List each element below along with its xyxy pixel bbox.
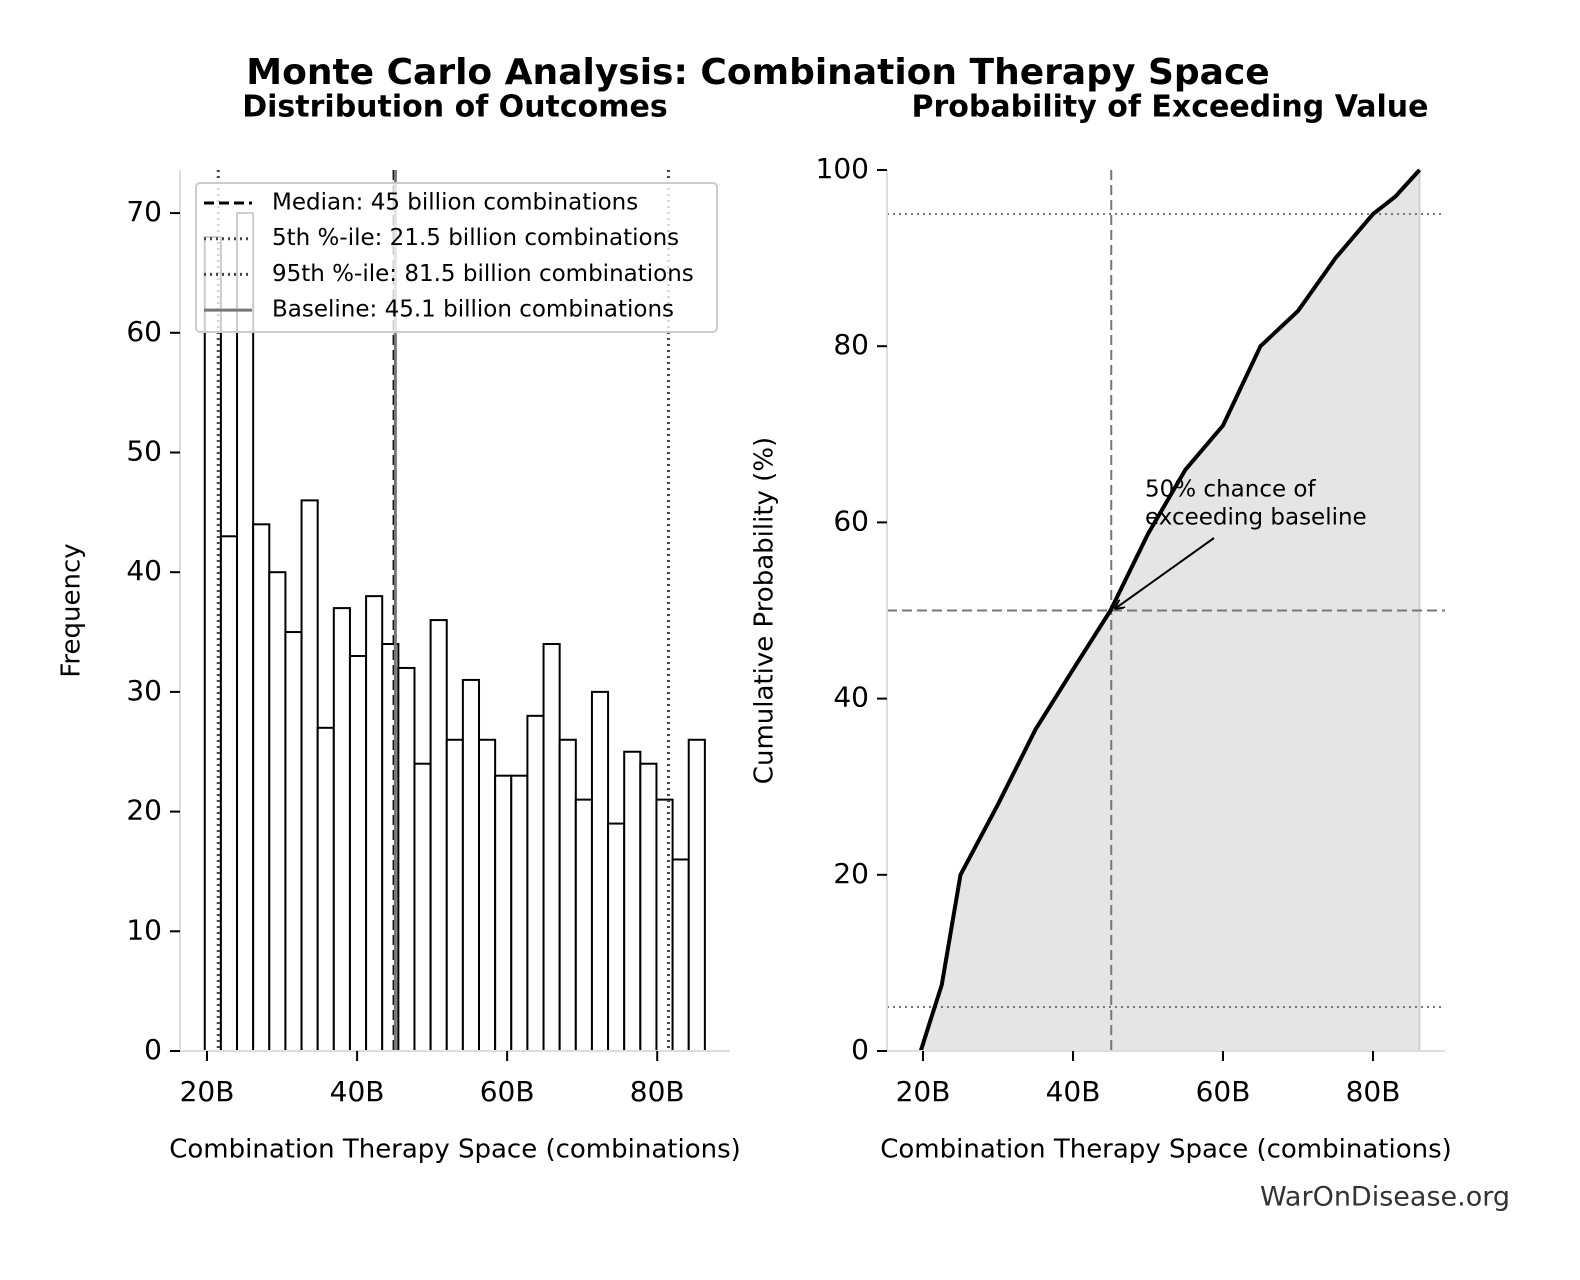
y-tick-label: 20 xyxy=(126,794,162,827)
y-tick-label: 40 xyxy=(833,681,869,714)
y-tick-label: 100 xyxy=(816,152,869,185)
bar xyxy=(429,619,448,1053)
x-tick-label: 80B xyxy=(630,1075,685,1108)
line xyxy=(918,168,1421,1052)
bar xyxy=(316,726,335,1052)
bar xyxy=(397,666,416,1053)
bar xyxy=(574,798,593,1053)
bar xyxy=(284,631,303,1052)
annotation-text: exceeding baseline xyxy=(1145,505,1367,531)
y-tick-label: 60 xyxy=(833,504,869,537)
bar xyxy=(348,654,368,1052)
annotation-arrow xyxy=(1115,537,1215,609)
bar xyxy=(671,858,690,1053)
bar xyxy=(413,762,432,1053)
bar xyxy=(542,643,561,1052)
y-tick-label: 0 xyxy=(851,1033,869,1066)
bar xyxy=(236,212,255,1052)
bar xyxy=(219,535,239,1052)
bar xyxy=(558,738,577,1052)
bar xyxy=(655,798,674,1053)
legend-box xyxy=(195,182,718,333)
panel-title: Distribution of Outcomes xyxy=(242,90,668,125)
y-tick-label: 0 xyxy=(144,1033,162,1066)
annotation-text: 50% chance of xyxy=(1145,477,1317,503)
figure-title: Monte Carlo Analysis: Combination Therap… xyxy=(246,52,1269,93)
y-axis-label: Cumulative Probability (%) xyxy=(750,437,780,784)
x-tick-label: 20B xyxy=(180,1075,235,1108)
bar xyxy=(268,571,287,1053)
y-tick-label: 10 xyxy=(126,913,162,946)
legend-label: 95th %-ile: 81.5 billion combinations xyxy=(272,261,694,287)
bar xyxy=(623,750,642,1052)
x-tick-label: 20B xyxy=(896,1075,951,1108)
x-tick-label: 60B xyxy=(1196,1075,1251,1108)
y-tick-label: 70 xyxy=(126,195,162,228)
y-tick-label: 30 xyxy=(126,674,162,707)
y-axis-label: Frequency xyxy=(57,543,87,677)
legend: Median: 45 billion combinations 5th %-ile… xyxy=(195,182,718,333)
bar xyxy=(478,738,497,1052)
y-tick-label: 50 xyxy=(126,434,162,467)
legend-label: Median: 45 billion combinations xyxy=(272,190,638,216)
x-axis-label: Combination Therapy Space (combinations) xyxy=(169,1135,741,1165)
bar xyxy=(332,607,351,1052)
legend-label: 5th %-ile: 21.5 billion combinations xyxy=(272,225,679,251)
bar xyxy=(445,738,464,1052)
bar xyxy=(510,774,529,1052)
y-tick-label: 60 xyxy=(126,315,162,348)
bar xyxy=(252,523,271,1052)
bar xyxy=(687,738,706,1052)
bar xyxy=(526,714,545,1053)
bar xyxy=(590,690,610,1052)
y-tick-label: 20 xyxy=(833,857,869,890)
legend-label: Baseline: 45.1 billion combinations xyxy=(272,297,674,323)
x-tick-label: 40B xyxy=(330,1075,385,1108)
bar xyxy=(365,595,384,1052)
bar xyxy=(461,678,481,1052)
x-tick-label: 80B xyxy=(1346,1075,1401,1108)
watermark: WarOnDisease.org xyxy=(1260,1182,1510,1213)
bar xyxy=(494,774,513,1052)
bar xyxy=(607,822,626,1052)
y-tick-label: 40 xyxy=(126,554,162,587)
x-tick-label: 40B xyxy=(1046,1075,1101,1108)
y-tick-label: 80 xyxy=(833,328,869,361)
bar xyxy=(300,499,319,1052)
bar xyxy=(639,762,658,1053)
x-axis-label: Combination Therapy Space (combinations) xyxy=(880,1135,1452,1165)
x-tick-label: 60B xyxy=(480,1075,535,1108)
panel-title: Probability of Exceeding Value xyxy=(911,90,1428,125)
